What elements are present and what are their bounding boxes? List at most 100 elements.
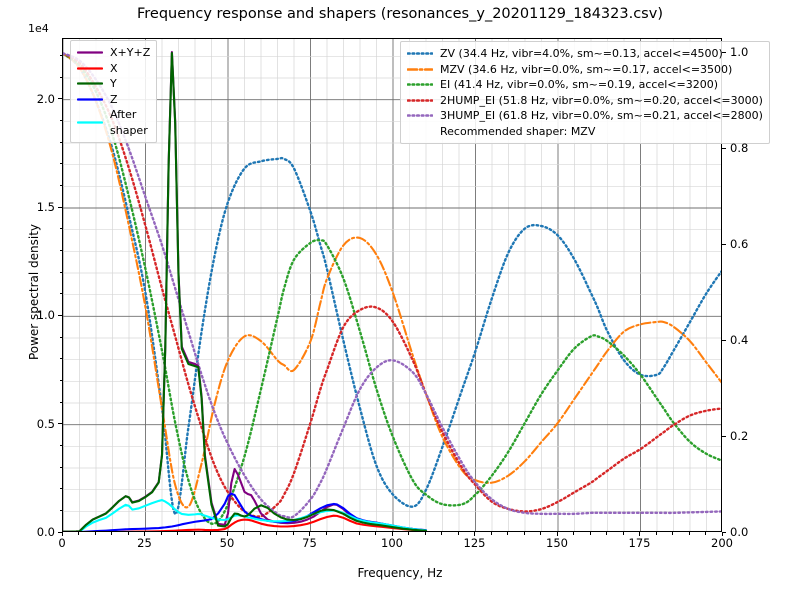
- y-tick-label-right: 0.6: [730, 237, 749, 252]
- x-minor-tick: [94, 532, 96, 535]
- x-minor-tick: [259, 532, 261, 535]
- psd-curves: [63, 50, 428, 531]
- y-minor-tick-left: [59, 401, 62, 403]
- legend-item-label: 2HUMP_EI (51.8 Hz, vibr=0.0%, sm~=0.20, …: [440, 93, 763, 107]
- legend-item[interactable]: After shaper: [77, 107, 150, 138]
- legend-swatch-icon: [77, 78, 103, 89]
- legend-item-label: After shaper: [110, 108, 148, 137]
- y-minor-tick-left: [59, 119, 62, 121]
- x-minor-tick: [325, 532, 327, 535]
- y-tick-mark-right: [722, 435, 726, 437]
- legend-item-label: 3HUMP_EI (61.8 Hz, vibr=0.0%, sm~=0.21, …: [440, 109, 763, 122]
- x-minor-tick: [523, 532, 525, 535]
- x-minor-tick: [589, 532, 591, 535]
- psd-curve-y: [63, 52, 428, 531]
- legend-item[interactable]: 2HUMP_EI (51.8 Hz, vibr=0.0%, sm~=0.20, …: [407, 93, 763, 109]
- legend-item[interactable]: Y: [77, 76, 150, 92]
- y-axis-offset-label: 1e4: [28, 22, 49, 35]
- y-minor-tick-left: [59, 249, 62, 251]
- y-minor-tick-left: [59, 444, 62, 446]
- shaper-curve-2hump_ei: [63, 52, 721, 518]
- y-tick-mark-right: [722, 531, 726, 533]
- legend-line-sample: [407, 67, 433, 71]
- x-axis-label: Frequency, Hz: [357, 566, 443, 580]
- legend-line-sample: [77, 98, 103, 101]
- shaper-curve-3hump_ei: [63, 52, 721, 519]
- legend-item-label: Z: [110, 92, 118, 106]
- y-tick-label-left: 0.0: [36, 525, 55, 539]
- legend-swatch-icon: [77, 117, 103, 128]
- legend-swatch-icon: [407, 95, 433, 106]
- x-minor-tick: [358, 532, 360, 535]
- legend-swatch-icon: [407, 64, 433, 75]
- legend-item-label: EI (41.4 Hz, vibr=0.0%, sm~=0.19, accel<…: [440, 78, 718, 91]
- x-minor-tick: [672, 532, 673, 535]
- y-minor-tick-left: [59, 293, 62, 295]
- x-minor-tick: [622, 532, 624, 535]
- legend-line-sample: [407, 83, 433, 87]
- recommended-shaper-text: Recommended shaper: MZV: [440, 124, 596, 138]
- x-tick-label: 175: [628, 536, 651, 550]
- legend-swatch-icon: [77, 47, 103, 58]
- y-tick-mark-right: [722, 51, 726, 53]
- y-minor-tick-left: [59, 141, 62, 143]
- y-minor-tick-left: [59, 509, 62, 511]
- legend-line-sample: [407, 98, 433, 102]
- x-tick-label: 0: [58, 536, 66, 550]
- legend-item[interactable]: EI (41.4 Hz, vibr=0.0%, sm~=0.19, accel<…: [407, 77, 763, 93]
- x-minor-tick: [276, 532, 277, 535]
- x-tick-mark: [639, 532, 640, 536]
- x-tick-mark: [556, 532, 558, 536]
- x-tick-mark: [226, 532, 228, 536]
- x-minor-tick: [424, 532, 426, 535]
- y-minor-tick-left: [59, 163, 62, 165]
- psd-curve-z: [80, 492, 428, 531]
- legend-item[interactable]: Z: [77, 92, 150, 108]
- legend-item[interactable]: X+Y+Z: [77, 45, 150, 61]
- legend-item-label: ZV (34.4 Hz, vibr=4.0%, sm~=0.13, accel<…: [440, 47, 723, 60]
- y-tick-mark-left: [58, 423, 62, 425]
- x-minor-tick: [705, 532, 706, 535]
- y-tick-mark-left: [58, 206, 62, 208]
- shaper-curve-zv: [63, 52, 721, 516]
- legend-line-sample: [77, 67, 103, 70]
- x-minor-tick: [78, 532, 79, 535]
- plot-canvas: [63, 39, 721, 531]
- shaper-curve-ei: [63, 52, 721, 525]
- legend-swatch-icon: [77, 94, 103, 105]
- x-tick-label: 125: [463, 536, 486, 550]
- y-tick-mark-left: [58, 98, 62, 100]
- x-tick-label: 75: [302, 536, 317, 550]
- legend-swatch-icon: [407, 48, 433, 59]
- x-minor-tick: [606, 532, 607, 535]
- y-tick-mark-left: [58, 531, 62, 533]
- legend-shapers: ZV (34.4 Hz, vibr=4.0%, sm~=0.13, accel<…: [400, 41, 770, 144]
- legend-item[interactable]: 3HUMP_EI (61.8 Hz, vibr=0.0%, sm~=0.21, …: [407, 108, 763, 124]
- y-minor-tick-left: [59, 184, 62, 186]
- legend-item-label: MZV (34.6 Hz, vibr=0.0%, sm~=0.17, accel…: [440, 62, 733, 76]
- legend-swatch-icon: [407, 110, 433, 121]
- y-tick-label-left: 1.5: [36, 200, 55, 214]
- x-minor-tick: [160, 532, 162, 535]
- legend-line-sample: [77, 51, 103, 54]
- legend-item-label: Y: [110, 77, 117, 90]
- x-minor-tick: [408, 532, 409, 535]
- legend-line-sample: [407, 114, 433, 118]
- x-minor-tick: [243, 532, 244, 535]
- x-minor-tick: [127, 532, 129, 535]
- shaper-curves: [63, 52, 721, 525]
- x-minor-tick: [655, 532, 657, 535]
- legend-item[interactable]: ZV (34.4 Hz, vibr=4.0%, sm~=0.13, accel<…: [407, 46, 763, 62]
- legend-signals: X+Y+Z X Y Z After shaper: [70, 40, 158, 143]
- y-tick-mark-left: [58, 314, 62, 316]
- x-tick-mark: [144, 532, 145, 536]
- chart-title: Frequency response and shapers (resonanc…: [137, 6, 663, 22]
- x-minor-tick: [111, 532, 112, 535]
- legend-item[interactable]: MZV (34.6 Hz, vibr=0.0%, sm~=0.17, accel…: [407, 62, 763, 78]
- y-minor-tick-left: [59, 358, 62, 360]
- y-tick-mark-right: [722, 147, 726, 149]
- y-minor-tick-left: [59, 336, 62, 338]
- x-tick-mark: [474, 532, 475, 536]
- legend-item[interactable]: X: [77, 61, 150, 77]
- x-minor-tick: [210, 532, 211, 535]
